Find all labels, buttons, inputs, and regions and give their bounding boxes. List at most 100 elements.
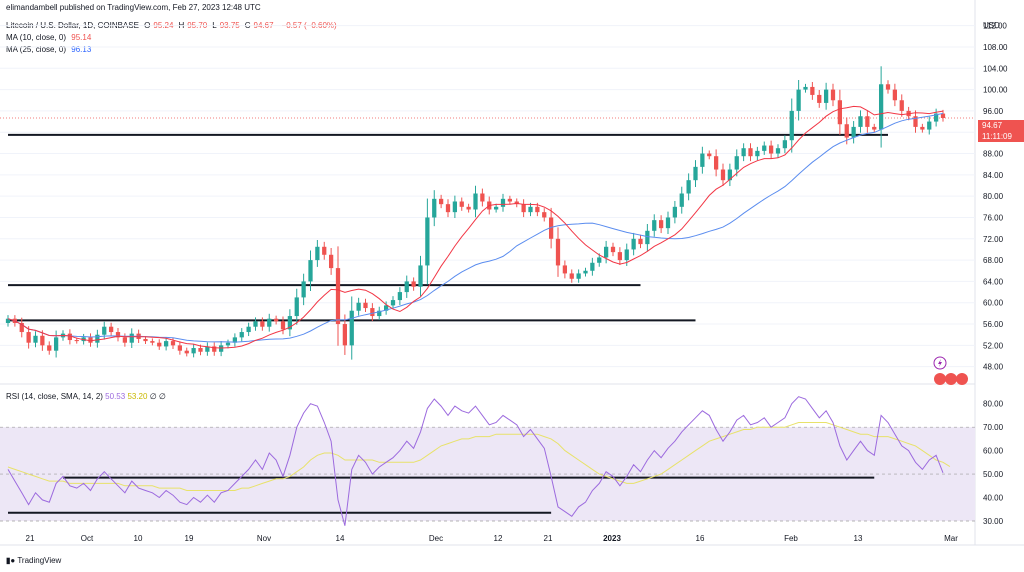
tradingview-logo-icon: ▮● <box>6 556 16 565</box>
candle-body <box>108 326 114 333</box>
price-tick-label: 72.00 <box>983 235 1004 244</box>
last-price-value: 94.67 <box>982 121 1003 130</box>
candle-body <box>535 206 540 213</box>
time-tick-label: 13 <box>854 534 863 543</box>
candle-body <box>349 310 354 346</box>
candle-body <box>610 246 616 253</box>
candle-body <box>88 337 93 343</box>
time-tick-label: 16 <box>696 534 705 543</box>
candle-body <box>5 318 11 323</box>
brand-label: TradingView <box>17 556 62 565</box>
bar-countdown: 11:11:09 <box>982 132 1012 141</box>
candle-body <box>741 148 746 157</box>
candle-body <box>390 300 396 306</box>
candle-body <box>493 206 499 210</box>
price-tick-label: 80.00 <box>983 192 1004 201</box>
candle-body <box>122 337 128 343</box>
candle-body <box>851 126 856 138</box>
candle-body <box>356 302 361 311</box>
candle-body <box>817 94 822 103</box>
time-tick-label: 19 <box>185 534 194 543</box>
rsi-legend[interactable]: RSI (14, close, SMA, 14, 2) 50.53 53.20 … <box>6 392 166 401</box>
candle-body <box>432 198 437 218</box>
ma25-line <box>7 112 944 343</box>
price-axis: 112.00108.00104.00100.0096.0092.0088.008… <box>983 22 1008 372</box>
candle-body <box>170 341 176 346</box>
price-tick-label: 96.00 <box>983 107 1004 116</box>
candle-body <box>514 201 519 205</box>
price-tick-label: 100.00 <box>983 86 1008 95</box>
flag-icon[interactable] <box>934 373 946 385</box>
candle-body <box>191 348 196 354</box>
candle-body <box>892 89 898 101</box>
time-tick-label: 14 <box>336 534 345 543</box>
time-axis: 21 Oct 10 19 Nov 14 Dec 12 21 2023 16 Feb 13 Mar <box>26 534 959 543</box>
candle-body <box>377 310 382 317</box>
candle-body <box>679 193 684 207</box>
currency-label: USD <box>983 21 1000 30</box>
rsi-tick-label: 50.00 <box>983 470 1004 479</box>
candle-body <box>342 324 348 346</box>
rsi-ma-line <box>7 422 951 491</box>
candle-body <box>218 345 224 352</box>
candle-body <box>885 84 891 90</box>
candle-body <box>899 100 904 111</box>
candle-body <box>287 316 293 330</box>
candle-body <box>583 270 588 274</box>
candle-body <box>280 321 286 330</box>
candle-body <box>322 246 327 255</box>
event-icons[interactable] <box>932 356 972 393</box>
candle-body <box>707 153 712 157</box>
candle-body <box>177 345 183 351</box>
candle-body <box>755 150 760 157</box>
ma25-value: 96.13 <box>71 45 92 54</box>
rsi-value: 50.53 <box>105 392 126 401</box>
time-tick-label: Oct <box>81 534 94 543</box>
ma10-legend[interactable]: MA (10, close, 0) 95.14 <box>6 33 94 42</box>
candle-body <box>212 346 217 352</box>
candle-body <box>796 89 801 111</box>
time-tick-label: 12 <box>494 534 503 543</box>
ma10-value: 95.14 <box>71 33 92 42</box>
candle-body <box>383 305 389 311</box>
candle-body <box>115 332 121 338</box>
candle-body <box>693 166 698 181</box>
rsi-series <box>7 396 951 526</box>
flag-icon[interactable] <box>956 373 968 385</box>
tradingview-brand[interactable]: ▮● TradingView <box>6 556 61 565</box>
candle-body <box>597 257 602 263</box>
ma25-label: MA (25, close, 0) <box>6 45 67 54</box>
candle-body <box>370 308 375 317</box>
candle-body <box>576 273 581 279</box>
time-tick-label: Feb <box>784 534 798 543</box>
rsi-tick-label: 30.00 <box>983 517 1004 526</box>
candle-body <box>590 262 595 271</box>
candle-body <box>418 265 423 287</box>
candle-body <box>933 113 939 122</box>
flag-icon[interactable] <box>945 373 957 385</box>
time-tick-label: Nov <box>257 534 271 543</box>
price-tick-label: 68.00 <box>983 256 1004 265</box>
candle-body <box>184 350 189 354</box>
candle-body <box>438 198 444 205</box>
candle-body <box>913 116 918 127</box>
ma25-legend[interactable]: MA (25, close, 0) 96.13 <box>6 45 94 54</box>
candle-body <box>562 265 568 274</box>
candle-body <box>768 145 774 154</box>
candle-body <box>315 246 320 261</box>
candle-body <box>47 345 52 351</box>
candle-body <box>150 341 155 343</box>
candle-body <box>74 340 79 342</box>
candle-body <box>700 153 705 167</box>
candle-body <box>858 116 863 127</box>
candle-body <box>33 335 38 343</box>
price-tick-label: 108.00 <box>983 43 1008 52</box>
candle-body <box>555 238 561 266</box>
time-tick-label: 21 <box>544 534 553 543</box>
rsi-axis: 80.00 70.00 60.00 50.00 40.00 30.00 <box>983 400 1004 526</box>
moving-averages <box>7 105 944 349</box>
candle-body <box>205 346 210 352</box>
candle-body <box>672 206 678 218</box>
candle-body <box>810 86 815 95</box>
